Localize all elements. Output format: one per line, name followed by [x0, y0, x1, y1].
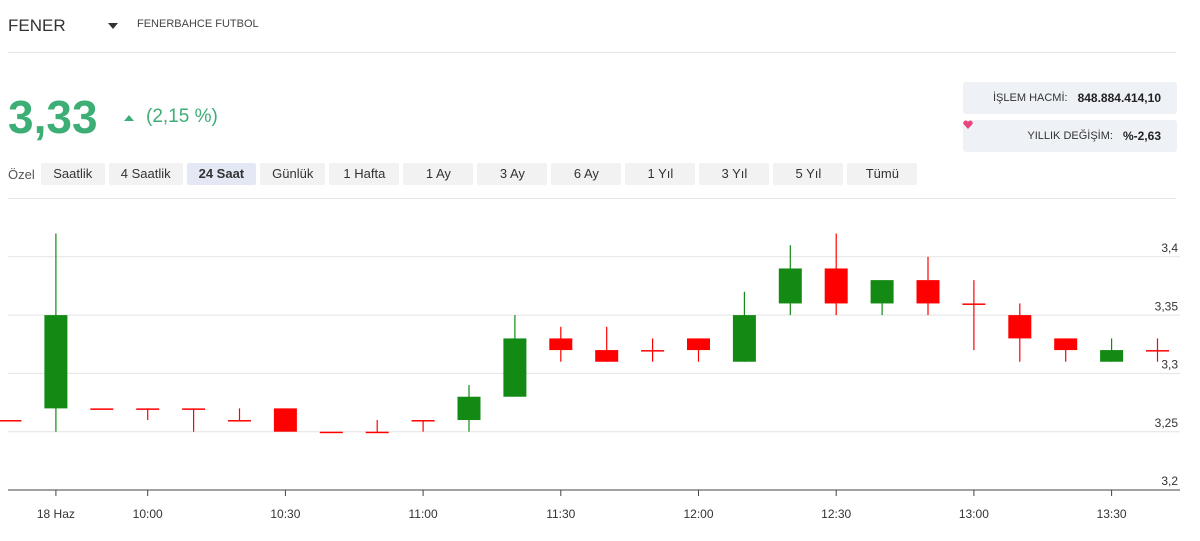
- symbol[interactable]: FENER: [8, 16, 66, 35]
- candle-body: [687, 338, 710, 351]
- up-arrow: [124, 115, 134, 121]
- divider: [8, 198, 1176, 199]
- candle-body: [136, 408, 160, 410]
- candle-body: [641, 350, 665, 352]
- candle-body: [1100, 350, 1124, 362]
- candle-body: [1054, 338, 1078, 351]
- period-label: Özel: [8, 166, 35, 182]
- stat-label: YILLIK DEĞİŞİM:: [1027, 130, 1113, 142]
- candle-body: [503, 338, 527, 397]
- stat-box: YILLIK DEĞİŞİM: %-2,63: [963, 120, 1177, 152]
- period-tab[interactable]: Günlük: [260, 163, 326, 185]
- x-tick-label: 10:30: [270, 507, 300, 521]
- candle-body: [411, 420, 435, 422]
- divider: [8, 52, 1176, 53]
- candle-body: [90, 408, 114, 410]
- candle-body: [319, 431, 343, 434]
- period-tab[interactable]: Saatlik: [40, 163, 105, 185]
- candle-body: [824, 268, 848, 304]
- stat-value: 848.884.414,10: [1077, 91, 1161, 105]
- y-tick-label: 3,35: [1155, 299, 1179, 313]
- heart-icon: [963, 120, 973, 129]
- x-tick-label: 13:30: [1097, 507, 1127, 521]
- period-tab[interactable]: 1 Hafta: [329, 163, 400, 185]
- price-change: (2,15 %): [146, 106, 218, 127]
- period-tab[interactable]: 1 Ay: [403, 163, 474, 185]
- x-tick-label: 10:00: [133, 507, 163, 521]
- candle-body: [44, 315, 68, 409]
- period-tab[interactable]: 5 Yıl: [773, 163, 844, 185]
- candle-body: [182, 408, 206, 410]
- x-tick-label: 12:00: [683, 507, 713, 521]
- period-tab[interactable]: 3 Yıl: [699, 163, 770, 185]
- candle-body: [365, 431, 389, 434]
- y-tick-label: 3,4: [1161, 241, 1178, 255]
- y-tick-label: 3,3: [1161, 358, 1178, 372]
- candle-body: [457, 396, 481, 421]
- candle-body: [778, 268, 802, 304]
- dropdown-caret[interactable]: [107, 22, 119, 30]
- period-tab[interactable]: 24 Saat: [186, 163, 257, 185]
- x-tick-label: 12:30: [821, 507, 851, 521]
- price: 3,33: [8, 91, 98, 143]
- candle-body: [273, 408, 297, 432]
- period-tab[interactable]: 3 Ay: [477, 163, 548, 185]
- period-tab[interactable]: 4 Saatlik: [108, 163, 183, 185]
- candle-body: [732, 315, 756, 362]
- candle-body: [595, 350, 619, 362]
- candle-body: [870, 280, 894, 304]
- stat-label: İŞLEM HACMİ:: [993, 92, 1068, 104]
- period-tab[interactable]: 6 Ay: [551, 163, 622, 185]
- x-tick-label: 11:00: [409, 507, 438, 521]
- x-tick-label: 13:00: [959, 507, 989, 521]
- x-tick-label: 18 Haz: [37, 507, 75, 521]
- period-tab[interactable]: 1 Yıl: [625, 163, 696, 185]
- candle-body: [1008, 315, 1032, 339]
- candle-body: [549, 338, 573, 351]
- candle-body: [1146, 350, 1169, 352]
- period-tabs: Özel Saatlik 4 Saatlik 24 Saat Günlük 1 Hafta…: [8, 163, 918, 185]
- candle-body: [962, 303, 986, 305]
- candle-body: [916, 280, 940, 304]
- period-tab[interactable]: Tümü: [847, 163, 918, 185]
- candle-body: [228, 420, 251, 422]
- candle-body: [0, 420, 22, 422]
- y-tick-label: 3,25: [1155, 416, 1179, 430]
- company-name: FENERBAHCE FUTBOL: [137, 18, 259, 30]
- stat-value: %-2,63: [1122, 129, 1161, 143]
- y-tick-label: 3,2: [1161, 474, 1178, 488]
- x-tick-label: 11:30: [546, 507, 575, 521]
- stat-box: İŞLEM HACMİ: 848.884.414,10: [963, 82, 1177, 114]
